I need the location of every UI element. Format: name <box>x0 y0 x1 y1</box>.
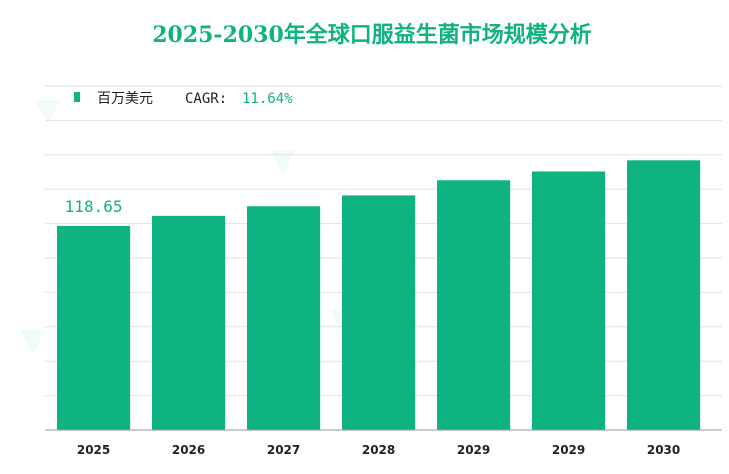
data-labels: 118.65 <box>65 197 123 216</box>
watermark-logo-2 <box>270 150 295 175</box>
bar-2029-4 <box>437 180 511 430</box>
legend: 百万美元 CAGR: 11.64% <box>74 91 293 107</box>
x-tick-label: 2029 <box>457 443 490 457</box>
bar-2028-3 <box>342 195 416 430</box>
x-tick-label: 2030 <box>647 443 680 457</box>
bar-2030-6 <box>627 160 701 430</box>
legend-cagr-label: CAGR: <box>185 91 227 107</box>
x-tick-label: 2027 <box>267 443 300 457</box>
watermark-logo-4 <box>20 330 45 355</box>
chart-title: 2025-2030年全球口服益生菌市场规模分析 <box>152 22 592 48</box>
bar-2029-5 <box>532 171 606 430</box>
x-tick-labels: 2025 2026 2027 2028 2029 2029 2030 <box>77 443 680 457</box>
x-tick-label: 2029 <box>552 443 585 457</box>
legend-cagr-value: 11.64% <box>242 91 293 107</box>
x-tick-label: 2026 <box>172 443 205 457</box>
x-tick-label: 2028 <box>362 443 395 457</box>
bars <box>57 160 701 430</box>
data-label: 118.65 <box>65 197 123 216</box>
bar-2027-2 <box>247 206 321 430</box>
legend-swatch <box>74 92 80 102</box>
x-tick-label: 2025 <box>77 443 110 457</box>
watermark-logo-1 <box>35 100 60 125</box>
legend-series-label: 百万美元 <box>97 91 153 107</box>
bar-2025-0 <box>57 225 131 430</box>
bar-2026-1 <box>152 215 226 430</box>
